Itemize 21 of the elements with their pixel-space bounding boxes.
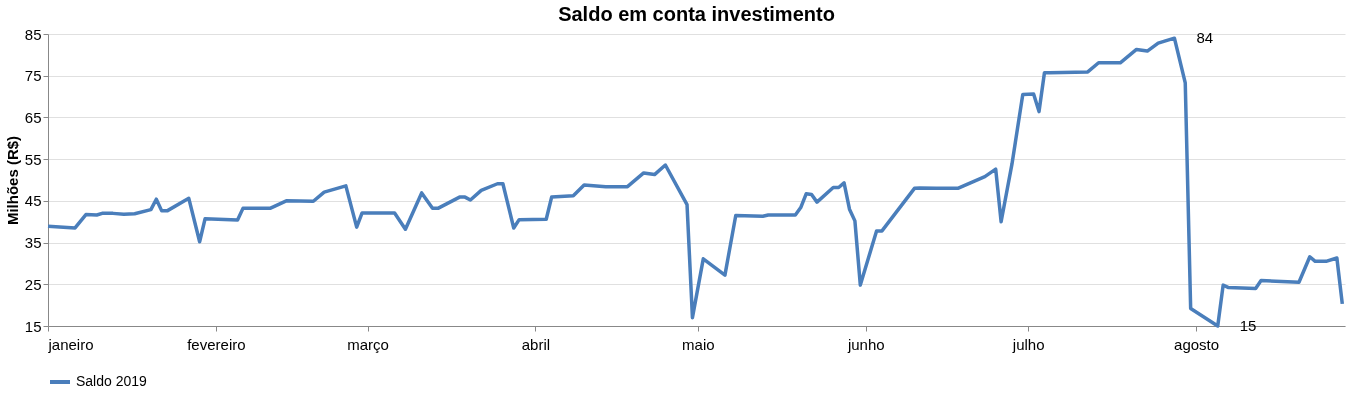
y-axis-title: Milhões (R$) (3, 135, 21, 226)
x-tick-label: agosto (1174, 335, 1220, 353)
legend-label: Saldo 2019 (76, 373, 148, 389)
y-tick-label: 65 (24, 108, 42, 126)
y-tick-label: 35 (24, 234, 42, 252)
annotation: 15 (1239, 317, 1257, 334)
x-tick-label: abril (521, 335, 551, 353)
y-tick-label: 15 (24, 317, 42, 335)
y-tick-label: 45 (24, 192, 42, 210)
y-tick-label: 75 (24, 67, 42, 85)
y-tick-label: 55 (24, 150, 42, 168)
x-tick-label: fevereiro (187, 335, 246, 353)
x-tick-label: março (347, 335, 389, 353)
x-tick-label: maio (682, 335, 715, 353)
y-tick-label: 25 (24, 275, 42, 293)
y-tick-label: 85 (24, 25, 42, 43)
x-tick-label: julho (1011, 335, 1045, 353)
x-tick-label: junho (846, 335, 885, 353)
annotation: 84 (1196, 29, 1214, 47)
chart-title: Saldo em conta investimento (558, 3, 835, 25)
x-tick-label: janeiro (47, 335, 94, 353)
